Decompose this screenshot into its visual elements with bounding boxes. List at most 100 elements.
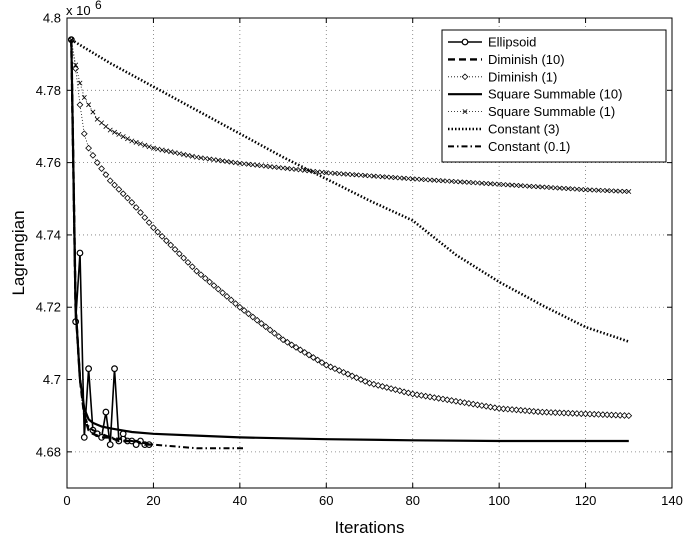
- data-point: [86, 102, 92, 108]
- data-point: [595, 411, 602, 418]
- series-6: [70, 39, 245, 450]
- data-point: [292, 343, 300, 351]
- data-point: [608, 411, 615, 419]
- data-point: [552, 185, 558, 191]
- data-point: [89, 152, 97, 159]
- legend-label: Diminish (10): [488, 52, 565, 67]
- data-point: [223, 293, 231, 300]
- data-point: [280, 165, 286, 171]
- data-point: [577, 410, 585, 418]
- data-point: [505, 182, 511, 188]
- data-point: [262, 323, 270, 331]
- data-point: [436, 178, 442, 183]
- data-point: [509, 182, 515, 188]
- x-tick-label: 20: [146, 493, 160, 508]
- series-line-5: [70, 38, 630, 343]
- data-point: [469, 400, 477, 408]
- data-point: [616, 411, 624, 419]
- data-point: [596, 187, 602, 193]
- data-point: [99, 120, 105, 126]
- series-line-1: [70, 39, 154, 446]
- data-point: [565, 186, 571, 192]
- data-point: [171, 246, 179, 253]
- data-point: [543, 408, 551, 416]
- data-point: [599, 411, 607, 418]
- data-point: [371, 173, 377, 179]
- legend-item: Constant (0.1): [448, 139, 570, 154]
- data-point: [168, 149, 174, 155]
- data-point: [591, 187, 597, 193]
- series-line-2: [70, 39, 629, 417]
- data-point: [557, 185, 563, 191]
- data-point: [435, 394, 443, 402]
- data-point: [76, 249, 84, 257]
- data-point: [534, 408, 542, 416]
- data-point: [145, 219, 153, 226]
- legend: Ellipsoid Diminish (10) Diminish (1) Square…: [441, 29, 667, 163]
- data-point: [621, 412, 628, 419]
- data-point: [413, 391, 421, 399]
- legend-marker: [461, 38, 469, 46]
- data-point: [137, 141, 143, 147]
- data-point: [253, 316, 261, 324]
- data-point: [431, 177, 437, 183]
- data-point: [500, 405, 507, 413]
- data-point: [116, 131, 122, 137]
- data-point: [267, 164, 273, 170]
- data-point: [482, 402, 490, 410]
- y-tick-labels: 4.68 4.7 4.72 4.74 4.76 4.78 4.8: [36, 11, 61, 460]
- data-point: [375, 173, 381, 179]
- data-point: [392, 175, 398, 181]
- data-point: [227, 296, 235, 304]
- data-point: [539, 184, 545, 190]
- legend-item: Square Summable (10): [448, 87, 622, 102]
- data-point: [124, 194, 131, 202]
- data-point: [526, 407, 533, 415]
- data-point: [276, 165, 282, 171]
- data-point: [483, 181, 489, 186]
- data-point: [175, 250, 183, 258]
- data-point: [590, 410, 598, 418]
- data-point: [202, 155, 208, 161]
- legend-box: [441, 29, 667, 163]
- data-point: [461, 399, 468, 407]
- data-point: [163, 148, 169, 154]
- data-point: [319, 169, 325, 175]
- data-point: [76, 101, 84, 109]
- data-point: [366, 379, 373, 387]
- data-point: [521, 407, 529, 414]
- data-point: [362, 173, 368, 178]
- data-point: [296, 346, 304, 354]
- data-point: [401, 175, 407, 181]
- data-point: [547, 409, 555, 416]
- y-tick-label: 4.72: [36, 300, 61, 315]
- data-point: [500, 182, 506, 188]
- data-point: [508, 406, 516, 413]
- data-point: [232, 300, 239, 307]
- data-point: [564, 409, 572, 417]
- data-point: [465, 400, 473, 407]
- y-tick-label: 4.76: [36, 155, 61, 170]
- data-point: [323, 170, 329, 176]
- data-point: [626, 189, 632, 195]
- data-point: [443, 396, 451, 404]
- data-point: [112, 129, 118, 135]
- data-point: [85, 144, 92, 152]
- data-point: [621, 188, 627, 194]
- data-point: [132, 204, 140, 211]
- y-tick-label: 4.78: [36, 83, 61, 98]
- data-point: [548, 185, 554, 191]
- data-point: [448, 397, 455, 404]
- data-point: [358, 172, 364, 178]
- data-point: [457, 179, 463, 185]
- data-point: [77, 80, 83, 86]
- data-point: [302, 167, 308, 173]
- data-point: [159, 147, 165, 153]
- data-point: [530, 407, 538, 415]
- data-point: [301, 349, 309, 356]
- data-point: [439, 395, 447, 403]
- data-point: [137, 209, 144, 216]
- data-point: [354, 172, 360, 178]
- data-point: [197, 271, 205, 279]
